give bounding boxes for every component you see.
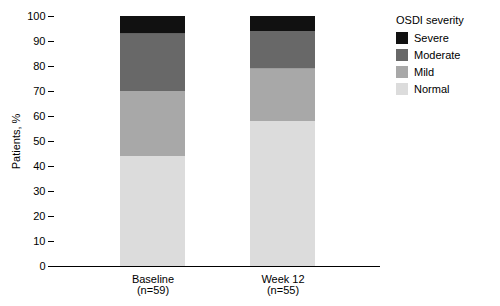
- svg-text:Baseline(n=59): Baseline(n=59): [132, 273, 174, 296]
- svg-text:100: 100: [27, 10, 45, 22]
- svg-text:30: 30: [33, 185, 45, 197]
- svg-text:80: 80: [33, 60, 45, 72]
- svg-text:70: 70: [33, 85, 45, 97]
- svg-text:Week 12(n=55): Week 12(n=55): [261, 273, 304, 296]
- html-text:OSDI severity: OSDI severity: [396, 14, 464, 26]
- svg-text:10: 10: [33, 235, 45, 247]
- html-text:Normal: Normal: [414, 83, 450, 95]
- svg-text:40: 40: [33, 160, 45, 172]
- html-text:Severe: Severe: [414, 32, 449, 44]
- svg-text:90: 90: [33, 35, 45, 47]
- svg-text:Patients, %: Patients, %: [10, 113, 22, 169]
- svg-text:50: 50: [33, 135, 45, 147]
- svg-text:60: 60: [33, 110, 45, 122]
- html-text:Mild: Mild: [414, 66, 435, 78]
- svg-text:20: 20: [33, 210, 45, 222]
- svg-text:0: 0: [39, 260, 45, 272]
- html-text:Moderate: Moderate: [414, 49, 461, 61]
